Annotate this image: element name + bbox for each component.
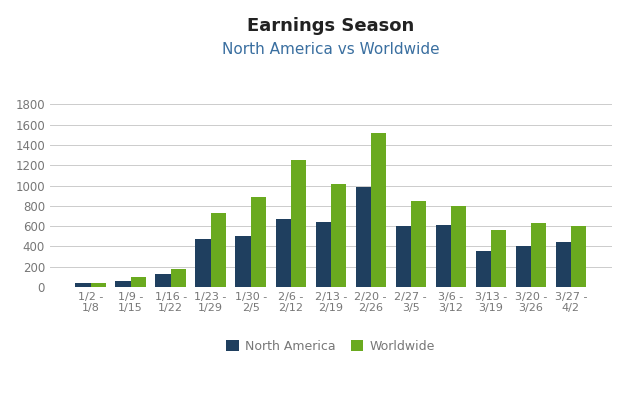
Bar (396, 226, 411, 287)
Bar (475, 252, 490, 287)
Bar (130, 277, 146, 287)
Bar (371, 133, 386, 287)
Bar (251, 197, 266, 287)
Bar (316, 222, 331, 287)
Bar (76, 283, 90, 287)
Bar (155, 274, 171, 287)
Bar (235, 236, 251, 287)
Bar (115, 281, 130, 287)
Bar (291, 160, 306, 287)
Text: Earnings Season: Earnings Season (247, 17, 414, 35)
Bar (211, 213, 226, 287)
Bar (531, 222, 546, 287)
Bar (555, 242, 571, 287)
Text: North America vs Worldwide: North America vs Worldwide (222, 42, 439, 57)
Bar (411, 201, 426, 287)
Bar (356, 187, 371, 287)
Bar (171, 269, 186, 287)
Bar (276, 219, 291, 287)
Bar (490, 230, 506, 287)
Bar (571, 226, 586, 287)
Bar (436, 225, 451, 287)
Bar (90, 283, 106, 287)
Bar (195, 239, 211, 287)
Legend: North America, Worldwide: North America, Worldwide (222, 335, 440, 358)
Bar (451, 206, 466, 287)
Bar (515, 246, 531, 287)
Bar (331, 184, 346, 287)
